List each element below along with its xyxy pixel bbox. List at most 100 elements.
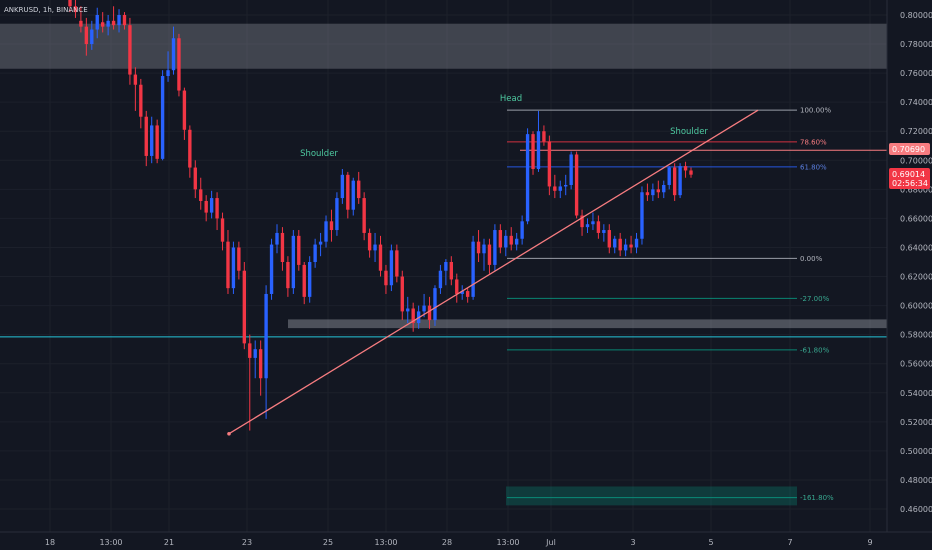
candle	[460, 285, 464, 300]
upper-resistance-zone	[0, 23, 887, 69]
candle-body	[204, 200, 208, 213]
candle	[302, 262, 306, 305]
candle-body	[220, 218, 225, 242]
candle-body	[226, 241, 230, 289]
candle-body	[346, 174, 350, 210]
fib-level-label: 0.00%	[800, 255, 823, 263]
candle	[618, 232, 622, 257]
candle	[422, 293, 426, 318]
candle	[553, 174, 557, 199]
time-tick-label: 3	[630, 538, 635, 547]
candle	[613, 235, 617, 254]
candle	[384, 264, 388, 294]
candle	[215, 192, 219, 231]
candle-body	[547, 141, 552, 187]
candle	[297, 230, 301, 271]
candle-body	[651, 189, 655, 196]
candle-body	[318, 241, 323, 245]
price-tag-upper-value: 0.70690	[892, 145, 925, 154]
price-tag-countdown: 02:56:34	[892, 179, 928, 188]
candle-body	[155, 125, 159, 159]
candle-body	[542, 131, 546, 142]
candle-body	[422, 305, 426, 312]
candle-body	[280, 232, 285, 262]
candle-body	[564, 184, 568, 187]
candle	[378, 235, 383, 277]
candle	[199, 177, 203, 210]
candle	[313, 238, 317, 268]
candle	[155, 119, 159, 164]
candle-body	[160, 76, 165, 159]
candle	[340, 169, 345, 204]
candle	[520, 215, 524, 245]
trendline-layer[interactable]	[227, 109, 759, 436]
candle	[411, 302, 415, 332]
candle-body	[275, 232, 279, 245]
candle-body	[504, 235, 508, 248]
candle	[73, 0, 78, 18]
candle-body	[580, 215, 584, 228]
candle-body	[509, 235, 513, 245]
candle-body	[100, 22, 105, 27]
candle	[177, 33, 181, 97]
price-tag-upper-bg	[889, 143, 930, 155]
candle	[656, 180, 661, 199]
neckline-trendline[interactable]	[228, 109, 759, 435]
time-tick-label: 25	[323, 538, 333, 547]
candle	[678, 163, 682, 199]
candle-body	[645, 192, 650, 196]
candle-body	[209, 198, 214, 213]
candle	[307, 256, 312, 303]
candle-body	[215, 198, 219, 219]
price-tick-label: 0.68000	[900, 185, 932, 194]
candle	[574, 151, 579, 219]
candle-body	[79, 20, 83, 27]
fib-level-label: 100.00%	[800, 107, 831, 115]
candle-body	[656, 189, 661, 193]
candle	[362, 192, 366, 241]
candle	[329, 209, 334, 242]
candle-body	[231, 247, 236, 289]
price-tag-current-bg	[889, 168, 930, 189]
candle	[117, 9, 121, 33]
time-tick-label: 13:00	[374, 538, 397, 547]
candle	[188, 125, 192, 178]
price-tick-label: 0.78000	[900, 40, 932, 49]
candle-body	[602, 230, 606, 233]
candle	[264, 285, 268, 419]
candle-body	[188, 129, 192, 168]
candle	[193, 160, 197, 199]
price-tick-label: 0.48000	[900, 476, 932, 485]
candle-body	[525, 134, 530, 222]
candle-body	[269, 244, 274, 294]
candle-body	[395, 250, 399, 277]
candle	[493, 224, 497, 271]
candle	[689, 167, 693, 178]
candle-body	[460, 291, 464, 294]
candle-body	[111, 20, 116, 26]
candle	[324, 215, 328, 248]
candle	[487, 238, 492, 274]
candle-body	[596, 221, 601, 233]
price-axis[interactable]: 0.80000 0.78000 0.76000 0.74000 0.72000 0.700…	[886, 0, 932, 532]
candle	[525, 128, 530, 225]
candle-body	[406, 308, 410, 312]
candle-body	[444, 262, 448, 271]
candle	[150, 116, 154, 164]
candle	[558, 180, 562, 199]
candle	[95, 7, 99, 39]
time-axis[interactable]: 18 13:00 21 23 25 13:00 28 13:00 Jul 3 5 7 9	[0, 531, 932, 547]
candle-body	[591, 221, 595, 225]
candle	[683, 161, 688, 178]
candle-body	[199, 189, 203, 201]
candle-body	[144, 116, 148, 156]
trendline-anchor-start[interactable]	[227, 431, 231, 436]
candle	[275, 224, 279, 254]
candle-body	[258, 349, 263, 379]
candle-body	[623, 244, 628, 251]
candle	[79, 6, 83, 33]
price-tick-label: 0.56000	[900, 360, 932, 369]
candle	[596, 215, 601, 239]
